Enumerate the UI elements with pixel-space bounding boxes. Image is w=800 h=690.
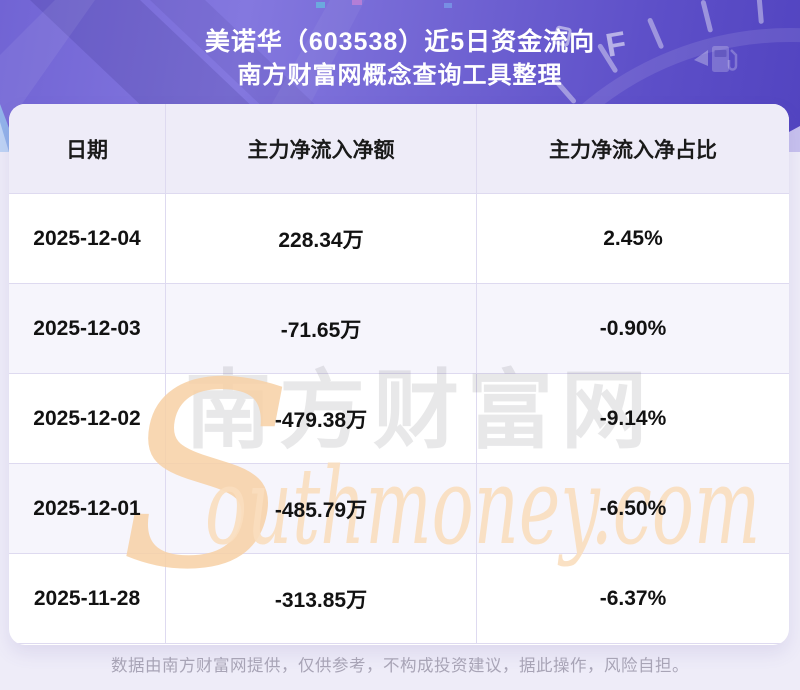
table-row: 2025-12-04 228.34万 2.45%	[9, 194, 789, 284]
ratio-cell: -6.37%	[477, 554, 789, 644]
col-header-net-inflow: 主力净流入净额	[166, 104, 477, 194]
fund-flow-table: 日期 主力净流入净额 主力净流入净占比 2025-12-04 228.34万 2…	[9, 104, 789, 645]
amount-cell: 228.34万	[166, 194, 477, 284]
col-header-date: 日期	[9, 104, 166, 194]
date-cell: 2025-12-01	[9, 464, 166, 554]
square-frame-icon	[553, 25, 572, 47]
ratio-cell: -9.14%	[477, 374, 789, 464]
table-row: 2025-12-03 -71.65万 -0.90%	[9, 284, 789, 374]
amount-cell: -485.79万	[166, 464, 477, 554]
gauge-arc	[536, 28, 800, 152]
table-row: 2025-12-01 -485.79万 -6.50%	[9, 464, 789, 554]
amount-cell: -313.85万	[166, 554, 477, 644]
ratio-cell: 2.45%	[477, 194, 789, 284]
gauge-needle-icon	[694, 50, 708, 66]
date-cell: 2025-12-02	[9, 374, 166, 464]
ratio-cell: -0.90%	[477, 284, 789, 374]
fuel-pump-icon	[712, 46, 738, 72]
date-cell: 2025-11-28	[9, 554, 166, 644]
table-row: 2025-12-02 -479.38万 -9.14%	[9, 374, 789, 464]
table-row: 2025-11-28 -313.85万 -6.37%	[9, 554, 789, 644]
color-chips-decor	[316, 0, 452, 8]
page-subtitle: 南方财富网概念查询工具整理	[237, 62, 563, 89]
table-header-row: 日期 主力净流入净额 主力净流入净占比	[9, 104, 789, 194]
gauge-ticks	[552, 0, 764, 104]
col-header-net-inflow-ratio: 主力净流入净占比	[477, 104, 789, 194]
ratio-cell: -6.50%	[477, 464, 789, 554]
page-title: 美诺华（603538）近5日资金流向	[204, 28, 596, 56]
disclaimer-text: 数据由南方财富网提供，仅供参考，不构成投资建议，据此操作，风险自担。	[111, 657, 689, 675]
date-cell: 2025-12-04	[9, 194, 166, 284]
date-cell: 2025-12-03	[9, 284, 166, 374]
amount-cell: -479.38万	[166, 374, 477, 464]
amount-cell: -71.65万	[166, 284, 477, 374]
